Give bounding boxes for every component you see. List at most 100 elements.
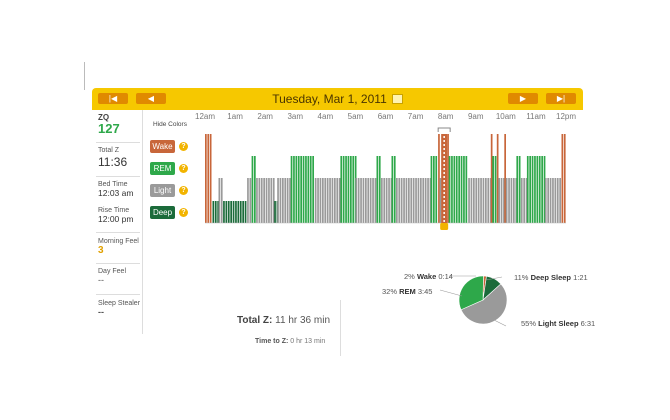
hypnogram-bar-light [385, 178, 388, 223]
morning-feel-stat: Morning Feel 3 [98, 238, 142, 256]
hypnogram-bar-rem [526, 156, 529, 223]
time-tick-label: 12am [194, 112, 216, 121]
hypnogram-bar-light [270, 178, 273, 223]
pie-label-wake: 2% Wake 0:14 [404, 272, 453, 281]
hypnogram-bar-light [515, 178, 518, 223]
last-day-button[interactable]: ▶| [546, 93, 576, 104]
legend-rem-button[interactable]: REM [150, 162, 175, 175]
pie-slice-light-sleep [460, 283, 508, 325]
hypnogram-bar-light [256, 178, 258, 223]
hypnogram-bar-light [473, 178, 475, 223]
hypnogram-bar-rem [463, 156, 465, 223]
hypnogram-bar-light [520, 178, 523, 223]
date-navigation-bar: |◀ ◀ Tuesday, Mar 1, 2011 ▶ ▶| [92, 88, 583, 110]
hypnogram-bar-light [489, 178, 492, 223]
rem-duration: 3:45 [417, 287, 433, 296]
hypnogram-bar-rem [435, 156, 438, 223]
hypnogram-bar-deep [274, 201, 276, 223]
next-day-button[interactable]: ▶ [508, 93, 538, 104]
hypnogram-bar-rem [492, 156, 494, 223]
hypnogram-bar-light [263, 178, 265, 223]
time-to-z-value: 0 hr 13 min [290, 338, 326, 345]
hypnogram-bar-light [498, 178, 500, 223]
previous-day-button[interactable]: ◀ [136, 93, 166, 104]
hypnogram-bar-deep [235, 201, 237, 223]
hypnogram-bar-light [405, 178, 408, 223]
hypnogram-bar-light [485, 178, 487, 223]
hypnogram-bar-light [390, 178, 393, 223]
scrubber-handle[interactable] [440, 223, 449, 230]
hypnogram-bar-light [556, 178, 559, 223]
hypnogram-bar-rem [448, 156, 451, 223]
deep-help-icon[interactable]: ? [179, 208, 188, 217]
hypnogram-bar-rem [518, 156, 521, 223]
legend-light-button[interactable]: Light [150, 184, 175, 197]
hypnogram-bar-light [547, 178, 549, 223]
wake-help-icon[interactable]: ? [179, 142, 188, 151]
hypnogram-bar-rem [433, 156, 435, 223]
hypnogram-bar-light [383, 178, 386, 223]
legend-deep-button[interactable]: Deep [150, 206, 175, 219]
rise-time-value: 12:00 pm [98, 214, 134, 224]
sleep-stealer-value: -- [98, 307, 104, 317]
hide-colors-link[interactable]: Hide Colors [153, 121, 187, 128]
divider [96, 142, 140, 143]
hypnogram-bar-rem [342, 156, 345, 223]
hypnogram-bar-rem [345, 156, 347, 223]
hypnogram-bar-light [260, 178, 263, 223]
hypnogram-bar-light [420, 178, 422, 223]
first-day-button[interactable]: |◀ [98, 93, 128, 104]
zq-label: ZQ [98, 113, 110, 122]
hypnogram-bar-light [272, 178, 275, 223]
page-divider-line [84, 62, 85, 90]
calendar-icon[interactable] [391, 94, 403, 104]
hypnogram-bar-light [284, 178, 287, 223]
hypnogram-bar-light [279, 178, 282, 223]
rem-percent: 32% [382, 287, 398, 296]
hypnogram-bar-wake [447, 134, 449, 223]
hypnogram-bar-light [265, 178, 268, 223]
hypnogram-bar-light [415, 178, 417, 223]
hypnogram-bar-light [277, 178, 279, 223]
pie-label-deep: 11% Deep Sleep 1:21 [514, 273, 588, 282]
pie-leader-line [439, 289, 463, 297]
hypnogram-bar-light [317, 178, 319, 223]
hypnogram-bar-light [408, 178, 410, 223]
time-tick-label: 4am [317, 112, 334, 121]
pie-slice-rem [458, 275, 484, 311]
rem-help-icon[interactable]: ? [179, 164, 188, 173]
hypnogram-bar-rem [536, 156, 539, 223]
legend-wake-button[interactable]: Wake [150, 140, 175, 153]
stats-sidebar: ZQ 127 Total Z 11:36 Bed Time 12:03 am R… [92, 110, 143, 334]
hypnogram-bar-light [220, 178, 223, 223]
hypnogram-bar-rem [302, 156, 305, 223]
hypnogram-bar-deep [239, 201, 242, 223]
hypnogram-bar-light [544, 178, 547, 223]
day-feel-label: Day Feel [98, 268, 127, 275]
hypnogram-bar-light [477, 178, 480, 223]
hypnogram-bar-light [508, 178, 510, 223]
hypnogram-bar-light [338, 178, 341, 223]
time-tick-label: 9am [467, 112, 484, 121]
scrubber-line[interactable] [441, 134, 448, 223]
hypnogram-bar-deep [232, 201, 235, 223]
total-z-summary-value: 11 hr 36 min [275, 315, 330, 326]
light-help-icon[interactable]: ? [179, 186, 188, 195]
hypnogram-bar-wake [490, 134, 493, 223]
light-percent: 55% [521, 319, 537, 328]
hypnogram-bar-light [500, 178, 503, 223]
hypnogram-bar-wake [207, 134, 210, 223]
scrubber-bracket [437, 127, 451, 132]
pie-leader-line [493, 319, 507, 327]
hypnogram-bar-light [422, 178, 425, 223]
hypnogram-bar-wake [563, 134, 566, 223]
rise-time-label: Rise Time [98, 207, 130, 214]
hypnogram-bar-light [439, 178, 442, 223]
deep-percent: 11% [514, 273, 529, 282]
hypnogram-bar-light [326, 178, 329, 223]
wake-name: Wake [416, 272, 437, 281]
morning-feel-value: 3 [98, 245, 104, 256]
time-tick-label: 2am [257, 112, 273, 121]
hypnogram-bar-light [559, 178, 561, 223]
time-to-z-label: Time to Z: [255, 338, 289, 345]
